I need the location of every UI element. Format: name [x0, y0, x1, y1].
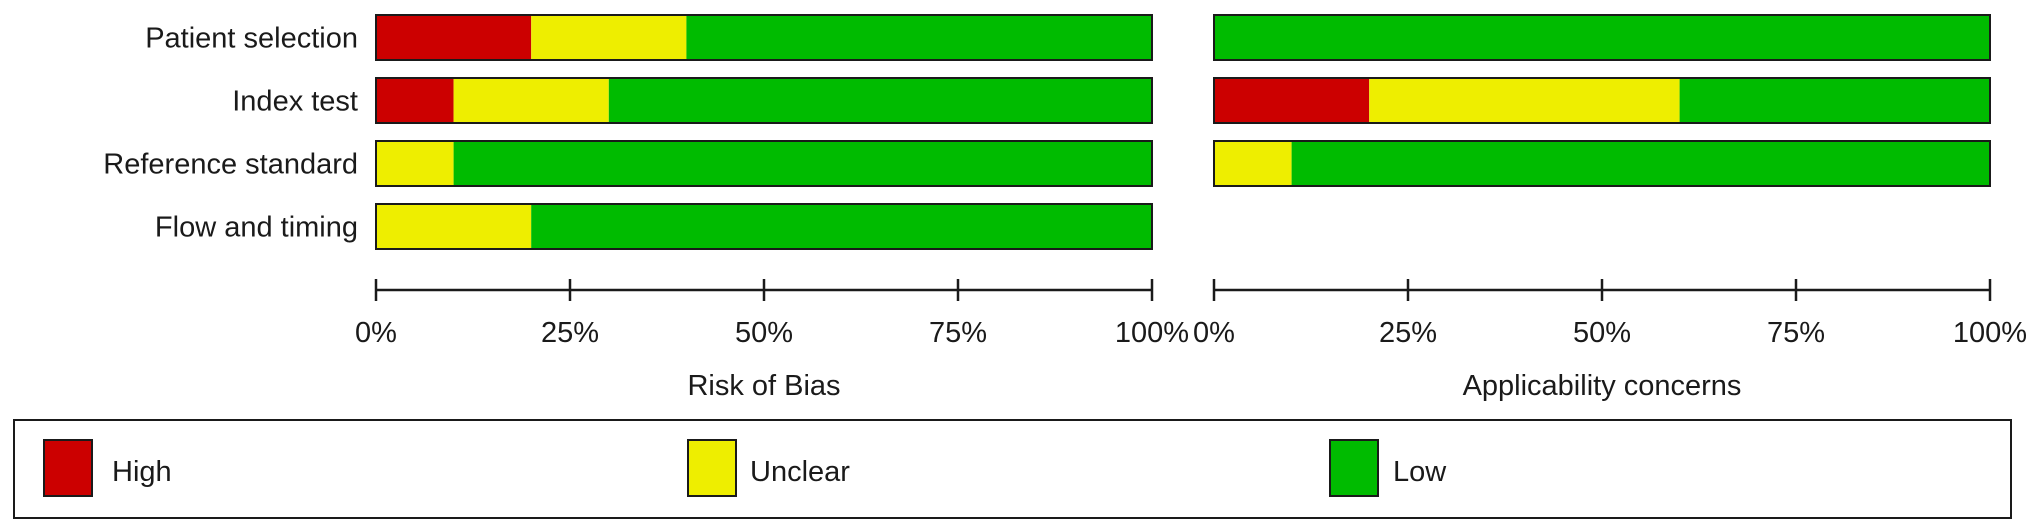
bar-outline-applicability-patient-selection — [1213, 14, 1991, 61]
bar-applicability-reference-standard-unclear — [1214, 141, 1292, 186]
legend-label-low: Low — [1393, 456, 1447, 488]
x-tick-label-applicability-0: 0% — [1193, 317, 1235, 349]
category-label-reference-standard: Reference standard — [103, 149, 358, 181]
bar-risk-of-bias-index-test-low — [608, 78, 1152, 123]
legend-label-high: High — [112, 456, 172, 488]
x-tick-label-applicability-2: 50% — [1573, 317, 1631, 349]
panel-risk-of-bias: Patient selection Index test Reference sta… — [103, 14, 1189, 402]
legend-swatch-low — [1329, 439, 1379, 497]
bar-risk-of-bias-reference-standard-unclear — [376, 141, 454, 186]
legend-swatch-high — [43, 439, 93, 497]
bar-outline-risk-of-bias-flow-and-timing — [375, 203, 1153, 250]
x-axis-title-applicability: Applicability concerns — [1463, 370, 1742, 402]
bar-outline-risk-of-bias-reference-standard — [375, 140, 1153, 187]
bar-risk-of-bias-flow-and-timing-low — [531, 204, 1152, 249]
legend-swatch-unclear — [687, 439, 737, 497]
chart-panels: Patient selection Index test Reference sta… — [103, 14, 2027, 402]
x-tick-label-risk-of-bias-2: 50% — [735, 317, 793, 349]
bar-outline-applicability-index-test — [1213, 77, 1991, 124]
x-tick-label-applicability-4: 100% — [1953, 317, 2027, 349]
bar-outline-risk-of-bias-index-test — [375, 77, 1153, 124]
bar-applicability-index-test-low — [1679, 78, 1990, 123]
legend-item-unclear: Unclear — [687, 439, 850, 497]
bar-risk-of-bias-index-test-high — [376, 78, 454, 123]
legend-item-low: Low — [1329, 439, 1447, 497]
x-tick-label-applicability-1: 25% — [1379, 317, 1437, 349]
bar-outline-risk-of-bias-patient-selection — [375, 14, 1153, 61]
bar-risk-of-bias-patient-selection-unclear — [531, 15, 687, 60]
x-tick-label-risk-of-bias-0: 0% — [355, 317, 397, 349]
legend-item-high: High — [43, 439, 172, 497]
bar-risk-of-bias-reference-standard-low — [453, 141, 1153, 186]
bar-risk-of-bias-patient-selection-low — [686, 15, 1152, 60]
x-tick-label-risk-of-bias-4: 100% — [1115, 317, 1189, 349]
legend: High Unclear Low — [13, 419, 2012, 519]
panel-applicability: 0% 25% 50% 75% 100% Applicability concerns — [1193, 14, 2027, 402]
bar-risk-of-bias-patient-selection-high — [376, 15, 532, 60]
bar-outline-applicability-reference-standard — [1213, 140, 1991, 187]
category-label-index-test: Index test — [232, 86, 358, 118]
bar-applicability-index-test-high — [1214, 78, 1370, 123]
x-tick-label-applicability-3: 75% — [1767, 317, 1825, 349]
bar-risk-of-bias-index-test-unclear — [453, 78, 609, 123]
category-label-patient-selection: Patient selection — [145, 23, 358, 55]
legend-box — [13, 419, 2012, 519]
category-label-flow-and-timing: Flow and timing — [155, 212, 358, 244]
x-axis-title-risk-of-bias: Risk of Bias — [687, 370, 840, 402]
bar-applicability-index-test-unclear — [1369, 78, 1680, 123]
bar-applicability-reference-standard-low — [1291, 141, 1990, 186]
x-tick-label-risk-of-bias-1: 25% — [541, 317, 599, 349]
bar-risk-of-bias-flow-and-timing-unclear — [376, 204, 532, 249]
x-tick-label-risk-of-bias-3: 75% — [929, 317, 987, 349]
bar-applicability-patient-selection-low — [1214, 15, 1990, 60]
legend-label-unclear: Unclear — [750, 456, 850, 488]
